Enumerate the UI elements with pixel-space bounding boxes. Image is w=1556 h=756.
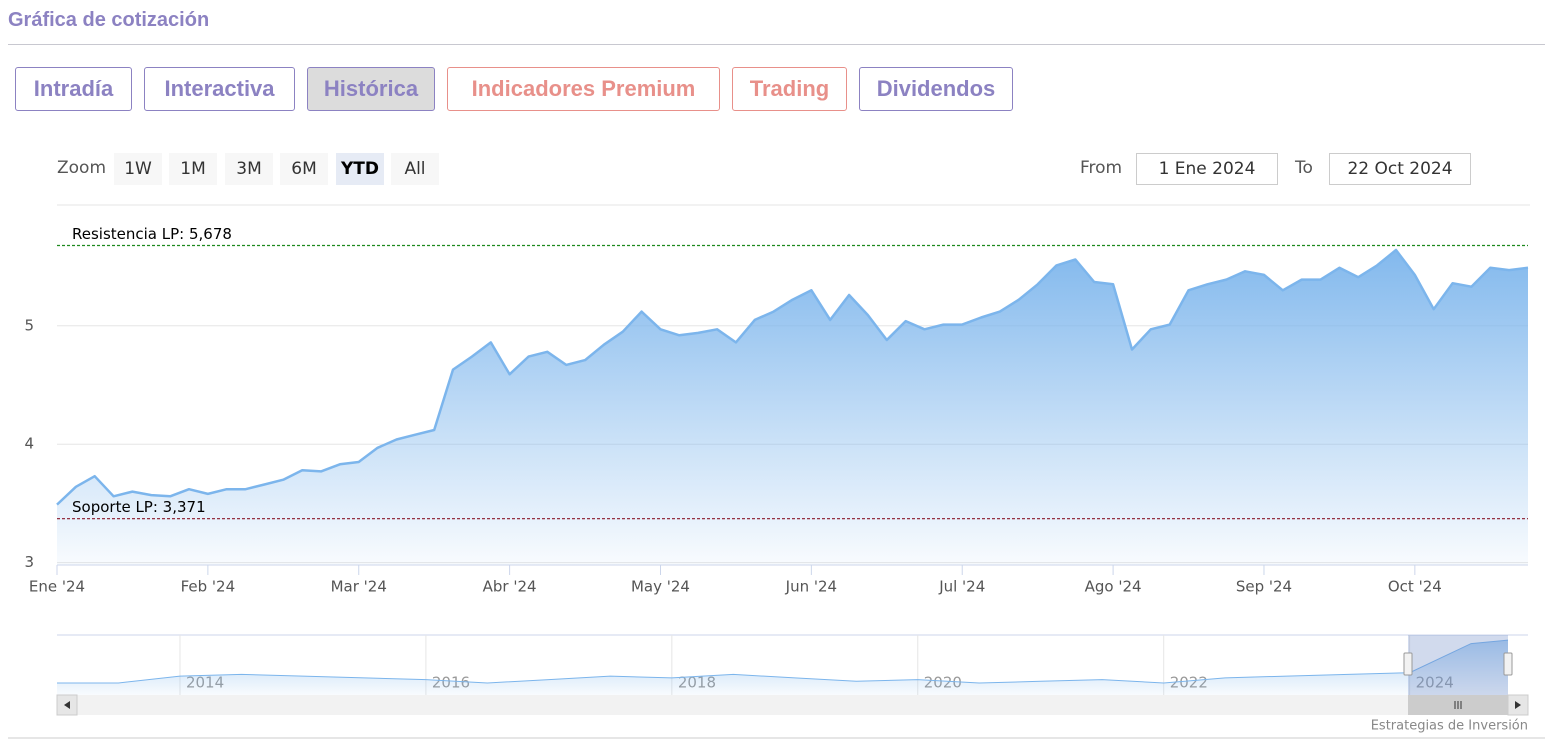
- level-label: Soporte LP: 3,371: [72, 498, 206, 516]
- x-tick-label: Abr '24: [483, 578, 537, 596]
- x-tick-label: May '24: [631, 578, 690, 596]
- arrow-right: [1515, 701, 1521, 709]
- tab[interactable]: Trading: [732, 67, 847, 111]
- tab[interactable]: Interactiva: [144, 67, 295, 111]
- to-label: To: [1295, 158, 1313, 178]
- y-tick-label: 3: [24, 553, 34, 571]
- navigator-selection[interactable]: [1408, 635, 1508, 695]
- navigator-area: [57, 640, 1508, 695]
- zoom-button[interactable]: 3M: [225, 153, 273, 185]
- thumb-grip: [1454, 701, 1462, 709]
- x-tick-label: Feb '24: [181, 578, 236, 596]
- arrow-left: [64, 701, 70, 709]
- price-line: [56, 248, 1529, 506]
- tab-selected[interactable]: Histórica: [307, 67, 435, 111]
- from-input[interactable]: 1 Ene 2024: [1136, 153, 1278, 185]
- y-tick-label: 5: [24, 316, 34, 334]
- x-tick-label: Jun '24: [785, 578, 837, 596]
- page-title: Gráfica de cotización: [8, 9, 210, 31]
- x-tick-label: Jul '24: [938, 578, 985, 596]
- tab[interactable]: Dividendos: [859, 67, 1013, 111]
- zoom-label: Zoom: [57, 158, 107, 178]
- zoom-button[interactable]: 6M: [280, 153, 328, 185]
- level-label: Resistencia LP: 5,678: [72, 225, 232, 243]
- navigator-line: [57, 639, 1509, 684]
- zoom-button[interactable]: All: [391, 153, 439, 185]
- x-tick-label: Oct '24: [1388, 578, 1442, 596]
- x-tick-label: Sep '24: [1236, 578, 1292, 596]
- tab[interactable]: Indicadores Premium: [447, 67, 720, 111]
- divider: [8, 44, 1545, 45]
- x-tick-label: Ago '24: [1085, 578, 1142, 596]
- scrollbar-track[interactable]: [57, 695, 1528, 715]
- zoom-button[interactable]: 1M: [169, 153, 217, 185]
- navigator-handle[interactable]: [1503, 652, 1513, 676]
- zoom-button[interactable]: 1W: [114, 153, 162, 185]
- from-label: From: [1080, 158, 1123, 178]
- credit: Estrategias de Inversión: [1371, 719, 1528, 734]
- x-tick-label: Mar '24: [331, 578, 387, 596]
- y-tick-label: 4: [24, 435, 34, 453]
- price-area: [57, 250, 1528, 565]
- to-input[interactable]: 22 Oct 2024: [1329, 153, 1471, 185]
- x-tick-label: Ene '24: [29, 578, 85, 596]
- zoom-button-selected[interactable]: YTD: [336, 153, 384, 185]
- tab[interactable]: Intradía: [15, 67, 132, 111]
- navigator-handle[interactable]: [1403, 652, 1413, 676]
